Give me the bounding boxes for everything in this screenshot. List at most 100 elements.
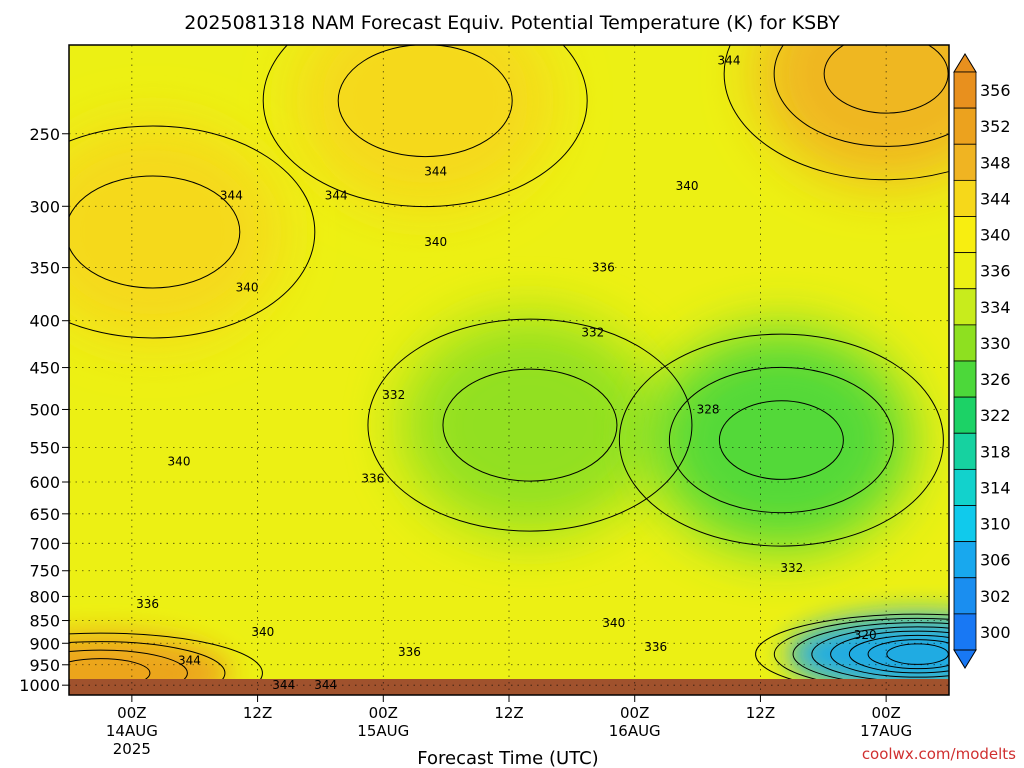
colorbar-swatch bbox=[953, 396, 977, 434]
contour-label: 344 bbox=[718, 54, 741, 68]
colorbar-label: 348 bbox=[980, 153, 1011, 172]
contour-line bbox=[337, 45, 513, 158]
contour-line bbox=[823, 45, 949, 114]
contour-line bbox=[69, 175, 241, 289]
contour-label: 340 bbox=[676, 179, 699, 193]
contour-line bbox=[723, 45, 949, 181]
contour-line bbox=[262, 45, 588, 208]
contour-label: 340 bbox=[236, 281, 259, 295]
colorbar-swatch bbox=[953, 432, 977, 470]
x-tick-time: 00Z bbox=[117, 704, 146, 722]
y-tick-label: 350 bbox=[29, 259, 60, 278]
y-tick-label: 650 bbox=[29, 505, 60, 524]
x-tick-date: 15AUG bbox=[357, 722, 409, 740]
colorbar-swatch bbox=[953, 577, 977, 615]
x-tick-date: 17AUG bbox=[860, 722, 912, 740]
plot-area: 344 344 340 344 344 340 336 340 332 332 328 340 336 3… bbox=[69, 45, 949, 695]
field-feature bbox=[69, 121, 283, 342]
contour-line bbox=[618, 333, 944, 547]
contour-label: 344 bbox=[314, 678, 337, 692]
colorbar-swatch bbox=[953, 288, 977, 326]
chart-title: 2025081318 NAM Forecast Equiv. Potential… bbox=[184, 12, 840, 34]
contour-label: 336 bbox=[136, 597, 159, 611]
contour-label: 344 bbox=[220, 189, 243, 203]
contour-line bbox=[69, 125, 316, 339]
grid-lines bbox=[69, 45, 949, 695]
contour-line bbox=[367, 318, 693, 532]
x-tick-date: 16AUG bbox=[609, 722, 661, 740]
x-tick-time: 12Z bbox=[494, 704, 523, 722]
colorbar-label: 310 bbox=[980, 515, 1011, 534]
field-feature bbox=[756, 45, 949, 184]
colorbar-swatch bbox=[953, 360, 977, 398]
contour-labels: 344 344 340 344 344 340 336 340 332 332 328 340 336 3… bbox=[136, 54, 877, 693]
credit-text: coolwx.com/modelts bbox=[862, 745, 1016, 763]
contour-label: 336 bbox=[644, 640, 667, 654]
contour-label: 328 bbox=[697, 402, 720, 416]
y-tick-label: 300 bbox=[29, 197, 60, 216]
colorbar-label: 326 bbox=[980, 370, 1011, 389]
colorbar-label: 352 bbox=[980, 117, 1011, 136]
contour-line bbox=[718, 400, 844, 480]
contour-label: 336 bbox=[398, 645, 421, 659]
x-tick-time: 12Z bbox=[243, 704, 272, 722]
contour-label: 336 bbox=[592, 261, 615, 275]
contour-label: 340 bbox=[168, 455, 191, 469]
colorbar-label: 344 bbox=[980, 189, 1011, 208]
x-tick-time: 12Z bbox=[746, 704, 775, 722]
colorbar: 356 352 348 344 340 336 334 330 326 322 318 314 310 3… bbox=[953, 53, 1011, 669]
contour-line bbox=[442, 368, 618, 482]
y-axis-pressure: 250 300 350 400 450 500 550 600 650 700 750 800 850 9… bbox=[19, 125, 69, 695]
colorbar-bottom-arrow bbox=[953, 649, 977, 669]
y-tick-label: 850 bbox=[29, 612, 60, 631]
contour-line bbox=[69, 641, 226, 695]
colorbar-swatch bbox=[953, 179, 977, 217]
y-tick-label: 550 bbox=[29, 438, 60, 457]
contour-label: 320 bbox=[854, 628, 877, 642]
colorbar-label: 336 bbox=[980, 262, 1011, 281]
colorbar-swatch bbox=[953, 216, 977, 254]
contour-label: 340 bbox=[602, 616, 625, 630]
colorbar-label: 334 bbox=[980, 298, 1011, 317]
terrain-ground bbox=[69, 679, 949, 695]
x-tick-time: 00Z bbox=[871, 704, 900, 722]
y-tick-label: 700 bbox=[29, 534, 60, 553]
colorbar-label: 314 bbox=[980, 478, 1011, 497]
colorbar-swatch bbox=[953, 541, 977, 579]
y-tick-label: 950 bbox=[29, 656, 60, 675]
colorbar-label: 300 bbox=[980, 623, 1011, 642]
y-tick-label: 800 bbox=[29, 587, 60, 606]
y-tick-label: 500 bbox=[29, 400, 60, 419]
x-axis-label: Forecast Time (UTC) bbox=[417, 748, 598, 768]
contour-line bbox=[668, 366, 894, 514]
colorbar-label: 340 bbox=[980, 226, 1011, 245]
colorbar-swatch bbox=[953, 107, 977, 145]
contour-label: 332 bbox=[581, 325, 604, 339]
colorbar-label: 356 bbox=[980, 81, 1011, 100]
y-tick-label: 450 bbox=[29, 359, 60, 378]
colorbar-swatch bbox=[953, 71, 977, 109]
colorbar-swatch bbox=[953, 143, 977, 181]
field-feature bbox=[399, 315, 660, 536]
x-tick-time: 00Z bbox=[369, 704, 398, 722]
contour-label: 340 bbox=[424, 235, 447, 249]
colorbar-label: 302 bbox=[980, 587, 1011, 606]
y-tick-label: 400 bbox=[29, 312, 60, 331]
colorbar-swatch bbox=[953, 505, 977, 543]
x-tick-time: 00Z bbox=[620, 704, 649, 722]
contour-line bbox=[830, 630, 949, 678]
contour-label: 344 bbox=[178, 654, 201, 668]
colorbar-swatch bbox=[953, 252, 977, 290]
y-tick-label: 900 bbox=[29, 634, 60, 653]
colorbar-label: 330 bbox=[980, 334, 1011, 353]
field-feature bbox=[651, 330, 912, 551]
x-tick-date: 14AUG bbox=[106, 722, 158, 740]
colorbar-swatch bbox=[953, 468, 977, 506]
contour-label: 332 bbox=[780, 561, 803, 575]
colorbar-label: 318 bbox=[980, 442, 1011, 461]
colorbar-label: 322 bbox=[980, 406, 1011, 425]
field-feature bbox=[295, 45, 556, 211]
contour-line bbox=[848, 634, 949, 674]
colorbar-top-arrow bbox=[953, 53, 977, 73]
